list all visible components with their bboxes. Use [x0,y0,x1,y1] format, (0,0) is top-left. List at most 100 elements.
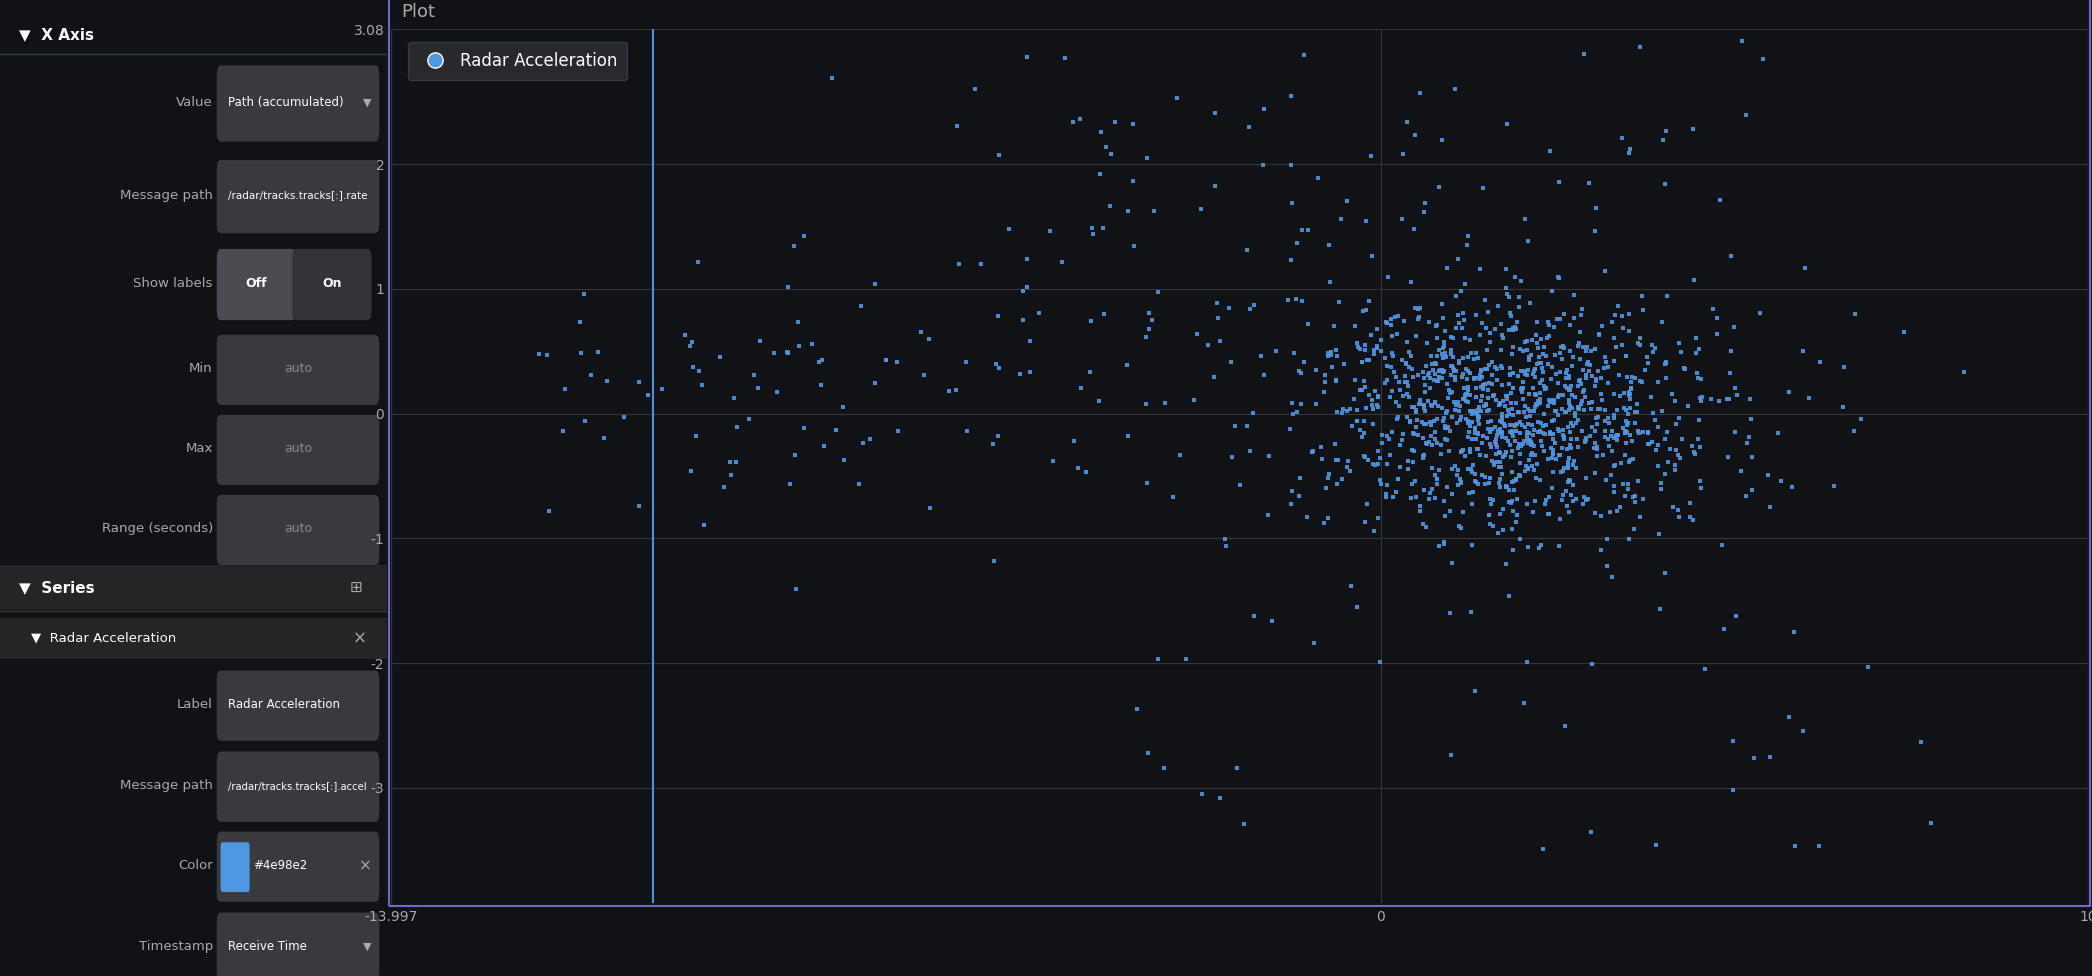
Point [1345,304,1379,319]
Point [1734,391,1768,407]
Point [1441,518,1475,534]
Point [1529,348,1563,364]
Point [1546,386,1579,402]
Point [1197,369,1230,385]
Point [1621,473,1655,489]
Point [1588,429,1621,445]
Point [1458,431,1492,447]
Point [1331,453,1364,468]
Point [1582,409,1615,425]
Point [590,373,623,388]
Point [1471,389,1504,405]
Point [1364,476,1397,492]
Point [1565,424,1598,439]
Point [1345,382,1379,397]
Point [1464,362,1498,378]
Point [1335,579,1368,594]
Point [1540,452,1573,468]
Point [1404,504,1437,519]
Point [1446,366,1479,382]
Point [787,228,820,244]
Point [567,286,600,302]
Point [1713,391,1747,407]
Point [1600,298,1634,313]
Point [1481,525,1515,541]
Point [1437,349,1471,365]
Point [1623,330,1657,346]
Point [1515,417,1548,432]
Point [1408,204,1441,220]
Point [1559,406,1592,422]
Point [1140,285,1174,301]
Point [1383,374,1416,389]
Point [1550,381,1584,396]
Point [1490,479,1523,495]
Point [1059,433,1092,449]
Point [707,479,741,495]
Point [1416,356,1450,372]
Point [1341,402,1374,418]
Point [1420,398,1454,414]
Point [1715,782,1749,797]
Point [1533,490,1567,506]
Point [1510,427,1544,443]
Point [1479,436,1513,452]
Point [1542,447,1575,463]
Point [1573,401,1607,417]
Point [1372,269,1406,285]
Point [1577,434,1611,450]
Point [1274,157,1308,173]
Point [1276,395,1310,411]
Point [1356,401,1389,417]
Point [1611,406,1644,422]
Point [1469,449,1502,465]
Point [1345,354,1379,370]
Point [1347,448,1381,464]
Point [1596,478,1630,494]
Point [1387,375,1420,390]
Point [1397,221,1431,236]
Point [1508,366,1542,382]
Point [1479,455,1513,470]
Point [1517,438,1550,454]
Point [1180,326,1213,342]
Point [1215,449,1249,465]
Point [533,503,567,518]
Point [1462,416,1496,431]
Point [1496,494,1529,509]
Point [1803,838,1837,854]
Point [1094,199,1128,215]
Point [1312,509,1345,525]
Point [1523,540,1556,555]
Point [1048,51,1082,66]
Point [1149,395,1182,411]
Point [1481,439,1515,455]
Point [1490,388,1523,404]
Point [1199,105,1232,121]
Point [1458,472,1492,488]
Point [1400,402,1433,418]
Point [1676,438,1709,454]
Point [1529,331,1563,346]
Point [1391,461,1425,476]
Point [1471,361,1504,377]
Point [1575,420,1609,435]
Point [1437,362,1471,378]
Point [1609,448,1642,464]
Point [1642,526,1676,542]
Point [1458,683,1492,699]
Point [1473,357,1506,373]
Point [1395,490,1429,506]
Point [1161,91,1195,106]
Point [1458,420,1492,435]
Point [1513,460,1546,475]
Point [1550,441,1584,457]
Point [1318,318,1351,334]
Point [1423,369,1456,385]
Point [1381,470,1414,486]
Point [1567,46,1600,61]
Point [1320,452,1354,468]
Point [1676,512,1709,528]
Point [1485,410,1519,426]
Point [1609,488,1642,504]
